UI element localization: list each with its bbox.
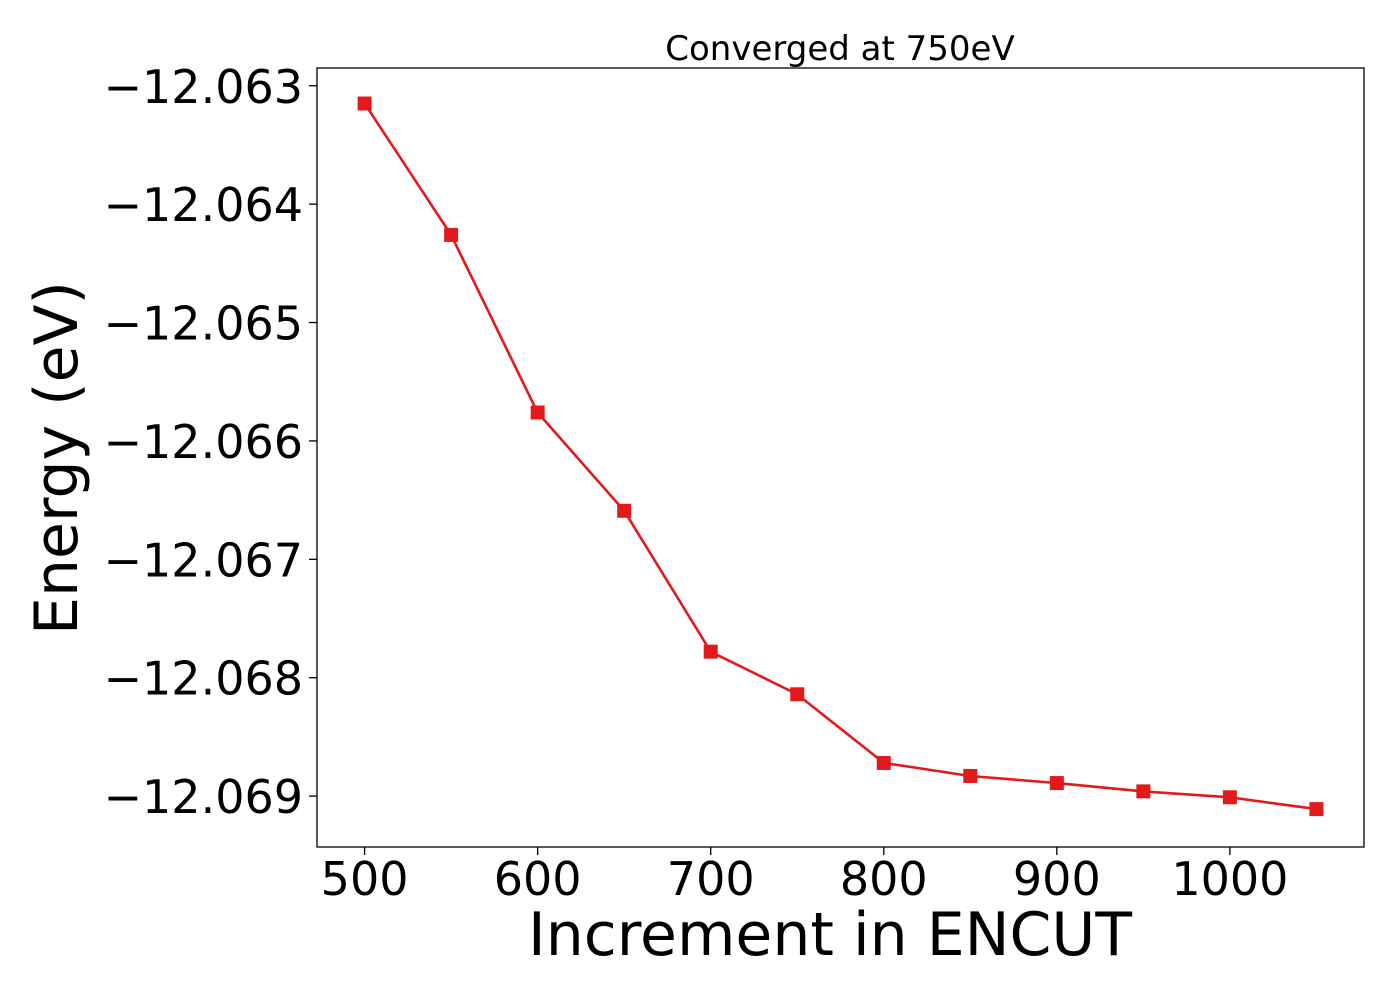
chart-title: Converged at 750eV [665,29,1014,69]
y-tick-label: −12.066 [104,415,304,469]
x-tick-label: 900 [1013,852,1101,906]
y-tick-label: −12.065 [104,297,304,351]
data-point [530,405,545,420]
data-point [444,227,459,242]
data-point [357,96,372,111]
y-axis-ticks: −12.063 −12.064 −12.065 −12.066 −12.067 −12.0… [104,60,317,824]
y-tick-label: −12.069 [104,770,304,824]
x-axis-ticks: 500 600 700 800 900 1000 [321,847,1288,906]
data-point [1309,802,1324,817]
y-tick-label: −12.064 [104,178,304,232]
data-point [876,755,891,770]
data-point [963,768,978,783]
x-axis-label: Increment in ENCUT [528,900,1132,970]
data-point [617,503,632,518]
x-tick-label: 1000 [1171,852,1288,906]
y-tick-label: −12.068 [104,652,304,706]
data-point [703,644,718,659]
data-point [1049,776,1064,791]
y-tick-label: −12.063 [104,60,304,114]
y-axis-label: Energy (eV) [22,281,92,635]
x-tick-label: 600 [494,852,582,906]
x-tick-label: 800 [840,852,928,906]
data-point [1222,790,1237,805]
series-line [363,102,1317,811]
data-point [790,687,805,702]
y-tick-label: −12.067 [104,533,304,587]
x-tick-label: 700 [667,852,755,906]
plot-area [316,67,1365,848]
data-point [1136,784,1151,799]
x-tick-label: 500 [321,852,409,906]
plot-frame [316,67,1365,848]
